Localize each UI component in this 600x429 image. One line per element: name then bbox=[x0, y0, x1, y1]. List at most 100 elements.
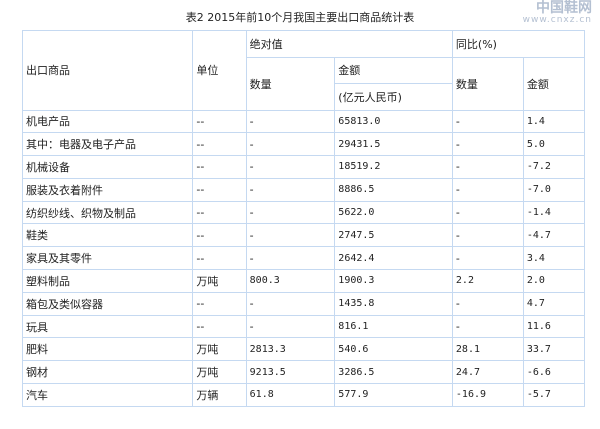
cell-yoy-quantity: - bbox=[451, 177, 524, 202]
cell-unit: 万吨 bbox=[192, 337, 247, 362]
cell-yoy-amount: -1.4 bbox=[522, 200, 586, 225]
cell-yoy-amount: 33.7 bbox=[522, 337, 586, 362]
cell-unit: -- bbox=[192, 314, 247, 339]
cell-yoy-quantity: 2.2 bbox=[451, 269, 524, 293]
table-row: 塑料制品 万吨 800.3 1900.3 2.2 2.0 bbox=[21, 269, 586, 293]
cell-amount: 2747.5 bbox=[334, 223, 453, 248]
cell-quantity: 2813.3 bbox=[245, 337, 336, 362]
table-row: 汽车 万辆 61.8 577.9 -16.9 -5.7 bbox=[21, 383, 586, 407]
table-row: 机械设备 -- -18519.2- -7.2 bbox=[21, 155, 586, 179]
cell-quantity: - bbox=[245, 200, 336, 225]
cell-yoy-amount: -7.2 bbox=[522, 155, 586, 179]
cell-amount: 5622.0 bbox=[334, 200, 453, 225]
cell-amount: 1435.8 bbox=[334, 291, 453, 316]
cell-yoy-quantity: -16.9 bbox=[451, 383, 524, 407]
cell-unit: -- bbox=[192, 155, 247, 179]
cell-amount: 3286.5 bbox=[334, 360, 453, 385]
watermark-text: 中国鞋网 bbox=[536, 0, 592, 16]
cell-yoy-amount: 3.4 bbox=[522, 246, 586, 271]
watermark-url: www.cnxz.cn bbox=[522, 15, 592, 25]
header-yoy-amount: 金额 bbox=[522, 56, 586, 111]
table-row: 肥料 万吨 2813.3 540.6 28.1 33.7 bbox=[21, 337, 586, 362]
table-row: 鞋类 -- -2747.5- -4.7 bbox=[21, 223, 586, 248]
cell-yoy-quantity: - bbox=[451, 109, 524, 134]
cell-yoy-amount: 5.0 bbox=[522, 132, 586, 157]
header-absolute: 绝对值 bbox=[245, 30, 453, 58]
cell-yoy-amount: -5.7 bbox=[522, 383, 586, 407]
cell-yoy-amount: 11.6 bbox=[522, 314, 586, 339]
cell-quantity: - bbox=[245, 223, 336, 248]
cell-unit: 万吨 bbox=[192, 269, 247, 293]
cell-product: 肥料 bbox=[21, 337, 194, 362]
cell-quantity: 800.3 bbox=[245, 269, 336, 293]
cell-product: 机电产品 bbox=[21, 109, 194, 134]
cell-product: 机械设备 bbox=[21, 155, 194, 179]
cell-yoy-quantity: - bbox=[451, 200, 524, 225]
cell-unit: -- bbox=[192, 223, 247, 248]
cell-product: 钢材 bbox=[21, 360, 194, 385]
cell-amount: 65813.0 bbox=[334, 109, 453, 134]
cell-amount: 8886.5 bbox=[334, 177, 453, 202]
header-yoy: 同比(%) bbox=[451, 30, 586, 58]
cell-unit: -- bbox=[192, 177, 247, 202]
cell-unit: -- bbox=[192, 200, 247, 225]
cell-quantity: 9213.5 bbox=[245, 360, 336, 385]
cell-amount: 540.6 bbox=[334, 337, 453, 362]
header-product: 出口商品 bbox=[21, 30, 194, 111]
header-amount-unit: (亿元人民币) bbox=[334, 83, 453, 111]
cell-product: 纺织纱线、织物及制品 bbox=[21, 200, 194, 225]
table-row: 箱包及类似容器 -- -1435.8-4.7 bbox=[21, 291, 586, 316]
cell-amount: 2642.4 bbox=[334, 246, 453, 271]
cell-unit: -- bbox=[192, 246, 247, 271]
cell-amount: 1900.3 bbox=[334, 269, 453, 293]
cell-yoy-amount: -7.0 bbox=[522, 177, 586, 202]
cell-product: 汽车 bbox=[21, 383, 194, 407]
table-row: 机电产品 -- -65813.0-1.4 bbox=[21, 109, 586, 134]
cell-quantity: - bbox=[245, 132, 336, 157]
cell-quantity: - bbox=[245, 314, 336, 339]
table-row: 纺织纱线、织物及制品 -- -5622.0- -1.4 bbox=[21, 200, 586, 225]
cell-unit: -- bbox=[192, 132, 247, 157]
table-row: 家具及其零件 -- -2642.4-3.4 bbox=[21, 246, 586, 271]
cell-quantity: - bbox=[245, 246, 336, 271]
header-row: (亿元人民币) bbox=[23, 83, 585, 111]
table-title: 表2 2015年前10个月我国主要出口商品统计表 bbox=[185, 11, 415, 24]
header-row: 数量 金额 数量 金额 bbox=[23, 56, 586, 111]
cell-product: 服装及衣着附件 bbox=[21, 177, 194, 202]
cell-yoy-quantity: - bbox=[451, 223, 524, 248]
header-amount: 金额 bbox=[334, 56, 453, 84]
cell-yoy-quantity: - bbox=[451, 155, 524, 179]
cell-yoy-quantity: - bbox=[451, 246, 524, 271]
cell-unit: 万吨 bbox=[192, 360, 247, 385]
cell-yoy-amount: 1.4 bbox=[522, 109, 586, 134]
cell-yoy-amount: -6.6 bbox=[522, 360, 586, 385]
header-quantity: 数量 bbox=[245, 56, 336, 111]
cell-amount: 816.1 bbox=[334, 314, 453, 339]
cell-yoy-quantity: - bbox=[451, 291, 524, 316]
cell-product: 其中：电器及电子产品 bbox=[21, 132, 194, 157]
cell-quantity: - bbox=[245, 155, 336, 179]
header-unit: 单位 bbox=[192, 30, 247, 111]
watermark-logo: 中国鞋网 www.cnxz.cn bbox=[523, 1, 592, 25]
header-row: 出口商品 单位 绝对值 同比(%) bbox=[21, 30, 586, 111]
header-yoy-quantity: 数量 bbox=[451, 56, 524, 111]
cell-yoy-amount: 4.7 bbox=[522, 291, 586, 316]
cell-quantity: - bbox=[245, 177, 336, 202]
table-row: 其中：电器及电子产品 -- -29431.5-5.0 bbox=[21, 132, 586, 157]
table-row: 玩具 -- -816.1-11.6 bbox=[21, 314, 586, 339]
cell-product: 鞋类 bbox=[21, 223, 194, 248]
table-row: 服装及衣着附件 -- -8886.5- -7.0 bbox=[21, 177, 586, 202]
cell-amount: 29431.5 bbox=[334, 132, 453, 157]
cell-unit: 万辆 bbox=[192, 383, 247, 407]
cell-product: 箱包及类似容器 bbox=[21, 291, 194, 316]
cell-quantity: 61.8 bbox=[245, 383, 336, 407]
cell-product: 玩具 bbox=[21, 314, 194, 339]
table-row: 钢材 万吨 9213.5 3286.5 24.7 -6.6 bbox=[21, 360, 586, 385]
cell-quantity: - bbox=[245, 109, 336, 134]
cell-unit: -- bbox=[192, 291, 247, 316]
cell-product: 塑料制品 bbox=[21, 269, 194, 293]
cell-amount: 577.9 bbox=[334, 383, 453, 407]
cell-unit: -- bbox=[192, 109, 247, 134]
cell-yoy-quantity: - bbox=[451, 314, 524, 339]
cell-quantity: - bbox=[245, 291, 336, 316]
